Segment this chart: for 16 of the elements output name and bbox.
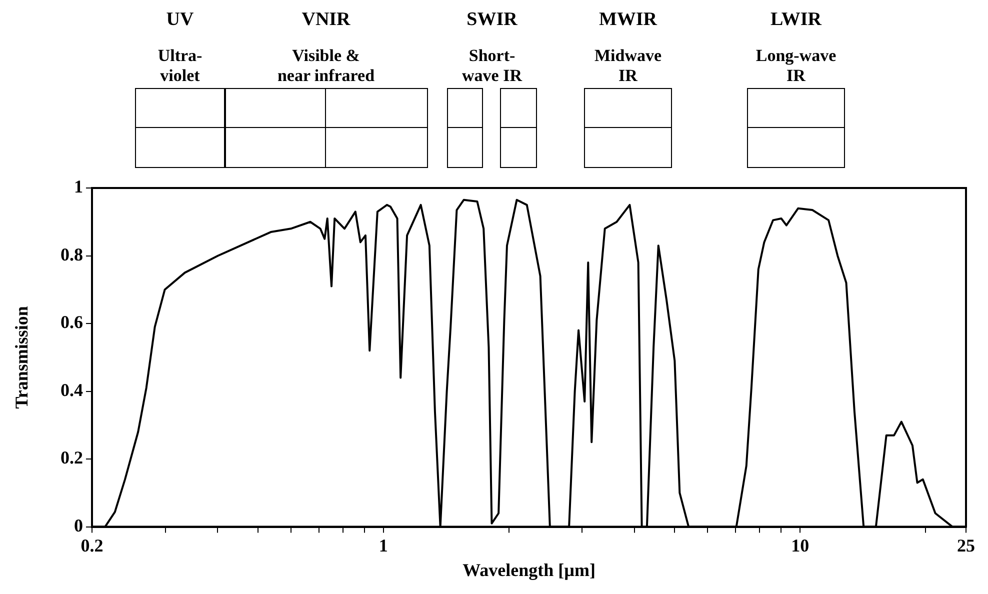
text: MWIR Midwave IR bbox=[593, 8, 663, 86]
y-axis-title: Transmission bbox=[11, 306, 32, 409]
x-axis-title: Wavelength [µm] bbox=[462, 560, 596, 580]
y-tick-label: 0.2 bbox=[60, 448, 83, 468]
text: VNIR Visible & near infrared bbox=[276, 8, 376, 86]
text: LWIR Long-wave IR bbox=[754, 8, 838, 86]
y-tick-label: 1 bbox=[74, 176, 83, 197]
x-tick-label: 25 bbox=[957, 535, 975, 556]
x-tick-label: 10 bbox=[791, 535, 810, 556]
x-tick-label: 1 bbox=[378, 535, 388, 556]
text: UV Ultra- violet bbox=[156, 8, 204, 86]
y-tick-label: 0.4 bbox=[60, 380, 83, 400]
text: SWIR Short- wave IR bbox=[461, 8, 524, 86]
y-tick-label: 0 bbox=[74, 515, 83, 536]
y-tick-label: 0.6 bbox=[60, 312, 83, 332]
y-tick-label: 0.8 bbox=[60, 244, 83, 264]
